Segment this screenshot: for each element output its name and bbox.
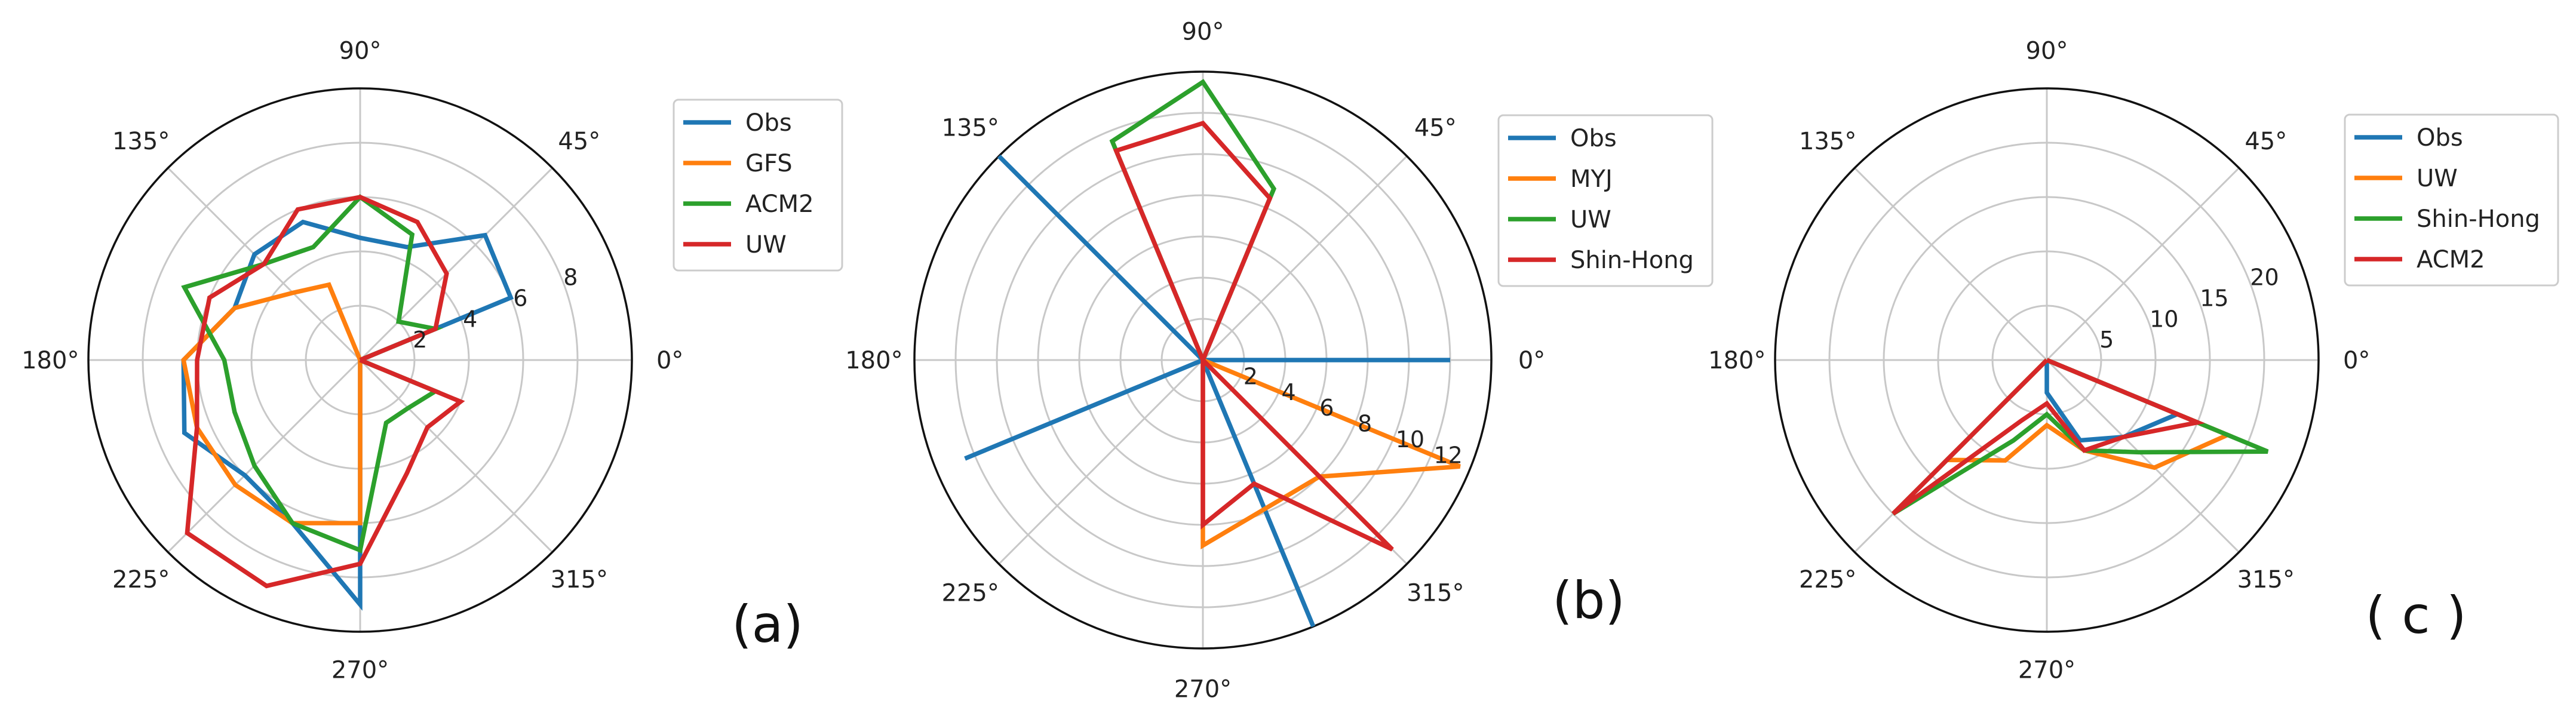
theta-tick-label: 180° [845, 347, 902, 374]
theta-tick-label: 135° [112, 128, 170, 155]
panel-label: ( c ) [2365, 586, 2466, 645]
legend-label: Shin-Hong [1570, 247, 1694, 274]
theta-tick-label: 0° [656, 347, 683, 374]
theta-tick-label: 315° [1407, 579, 1464, 607]
radial-tick-label: 8 [1358, 411, 1372, 437]
radial-tick-label: 4 [463, 306, 477, 332]
polar-frame [87, 87, 633, 633]
theta-tick-label: 0° [1518, 347, 1545, 374]
theta-tick-label: 225° [112, 566, 170, 594]
theta-tick-label: 135° [1799, 128, 1856, 155]
radial-tick-label: 20 [2250, 265, 2279, 291]
series-line-uw [1109, 79, 1277, 361]
radial-tick-label: 2 [1244, 363, 1258, 389]
theta-tick-label: 45° [2245, 128, 2287, 155]
theta-tick-label: 180° [1708, 347, 1766, 374]
legend-label: ACM2 [2417, 246, 2485, 273]
polar-panel-1: 0° 45° 90° 135° 180° 225° 270° 315° 2 4 6 8 Obs GFS AC… [22, 37, 843, 684]
theta-tick-label: 180° [22, 347, 79, 374]
theta-tick-label: 45° [558, 128, 600, 155]
grid-spoke [998, 359, 1204, 565]
legend-label: Obs [1570, 125, 1617, 152]
theta-tick-label: 270° [2018, 657, 2075, 684]
grid-spoke [359, 167, 553, 361]
theta-tick-label: 270° [1174, 676, 1232, 701]
radial-tick-label: 4 [1282, 379, 1296, 405]
series-line-uw [185, 195, 465, 589]
theta-tick-label: 90° [2026, 37, 2068, 64]
panel-label: (b) [1552, 571, 1625, 631]
radial-tick-label: 2 [413, 327, 427, 353]
series-line-gfs [181, 282, 363, 525]
legend-label: UW [2417, 165, 2458, 192]
theta-tick-label: 225° [1799, 566, 1856, 594]
radial-tick-label: 6 [513, 285, 527, 312]
series-line-uw [1941, 358, 2234, 471]
theta-tick-label: 225° [942, 579, 999, 607]
panel-label: (a) [732, 595, 803, 654]
radial-tick-label: 8 [563, 265, 578, 291]
theta-tick-label: 135° [942, 115, 999, 142]
theta-tick-label: 90° [339, 37, 382, 64]
radial-tick-label: 10 [2150, 306, 2178, 332]
polar-frame [1774, 87, 2320, 633]
legend-label: ACM2 [745, 190, 814, 218]
theta-tick-label: 90° [1182, 18, 1224, 45]
grid-spoke [2046, 359, 2240, 553]
series-line-acm2 [1891, 358, 2206, 516]
radial-tick-label: 15 [2200, 285, 2228, 312]
legend-label: Obs [2417, 124, 2463, 152]
grid-spoke [167, 359, 361, 553]
legend-label: GFS [745, 150, 793, 177]
legend-label: Shin-Hong [2417, 205, 2540, 233]
radial-tick-label: 12 [1434, 442, 1463, 468]
theta-tick-label: 315° [551, 566, 608, 594]
theta-tick-label: 0° [2343, 347, 2370, 374]
grid-spoke [1202, 155, 1408, 361]
legend-box [2344, 113, 2559, 287]
polar-frame [913, 70, 1493, 650]
radial-tick-label: 6 [1319, 395, 1334, 421]
legend-box [673, 99, 843, 272]
legend-label: UW [745, 231, 787, 259]
theta-tick-label: 315° [2237, 566, 2295, 594]
series-line-acm2 [181, 194, 444, 554]
grid-spoke [359, 359, 553, 553]
legend-label: MYJ [1570, 165, 1613, 193]
legend-box [1497, 114, 1714, 287]
radial-tick-label: 10 [1396, 426, 1424, 453]
theta-tick-label: 270° [331, 657, 389, 684]
series-line-shin-hong [1113, 120, 1394, 552]
legend-label: UW [1570, 206, 1611, 233]
series-line-obs [964, 154, 1450, 628]
polar-panel-3: 0° 45° 90° 135° 180° 225° 270° 315° 5 10 15 20 Obs UW… [1708, 37, 2559, 684]
grid-spoke [1854, 167, 2048, 361]
radial-tick-label: 5 [2099, 327, 2114, 353]
legend-label: Obs [745, 109, 792, 137]
theta-tick-label: 45° [1414, 115, 1457, 142]
grid-spoke [2046, 167, 2240, 361]
